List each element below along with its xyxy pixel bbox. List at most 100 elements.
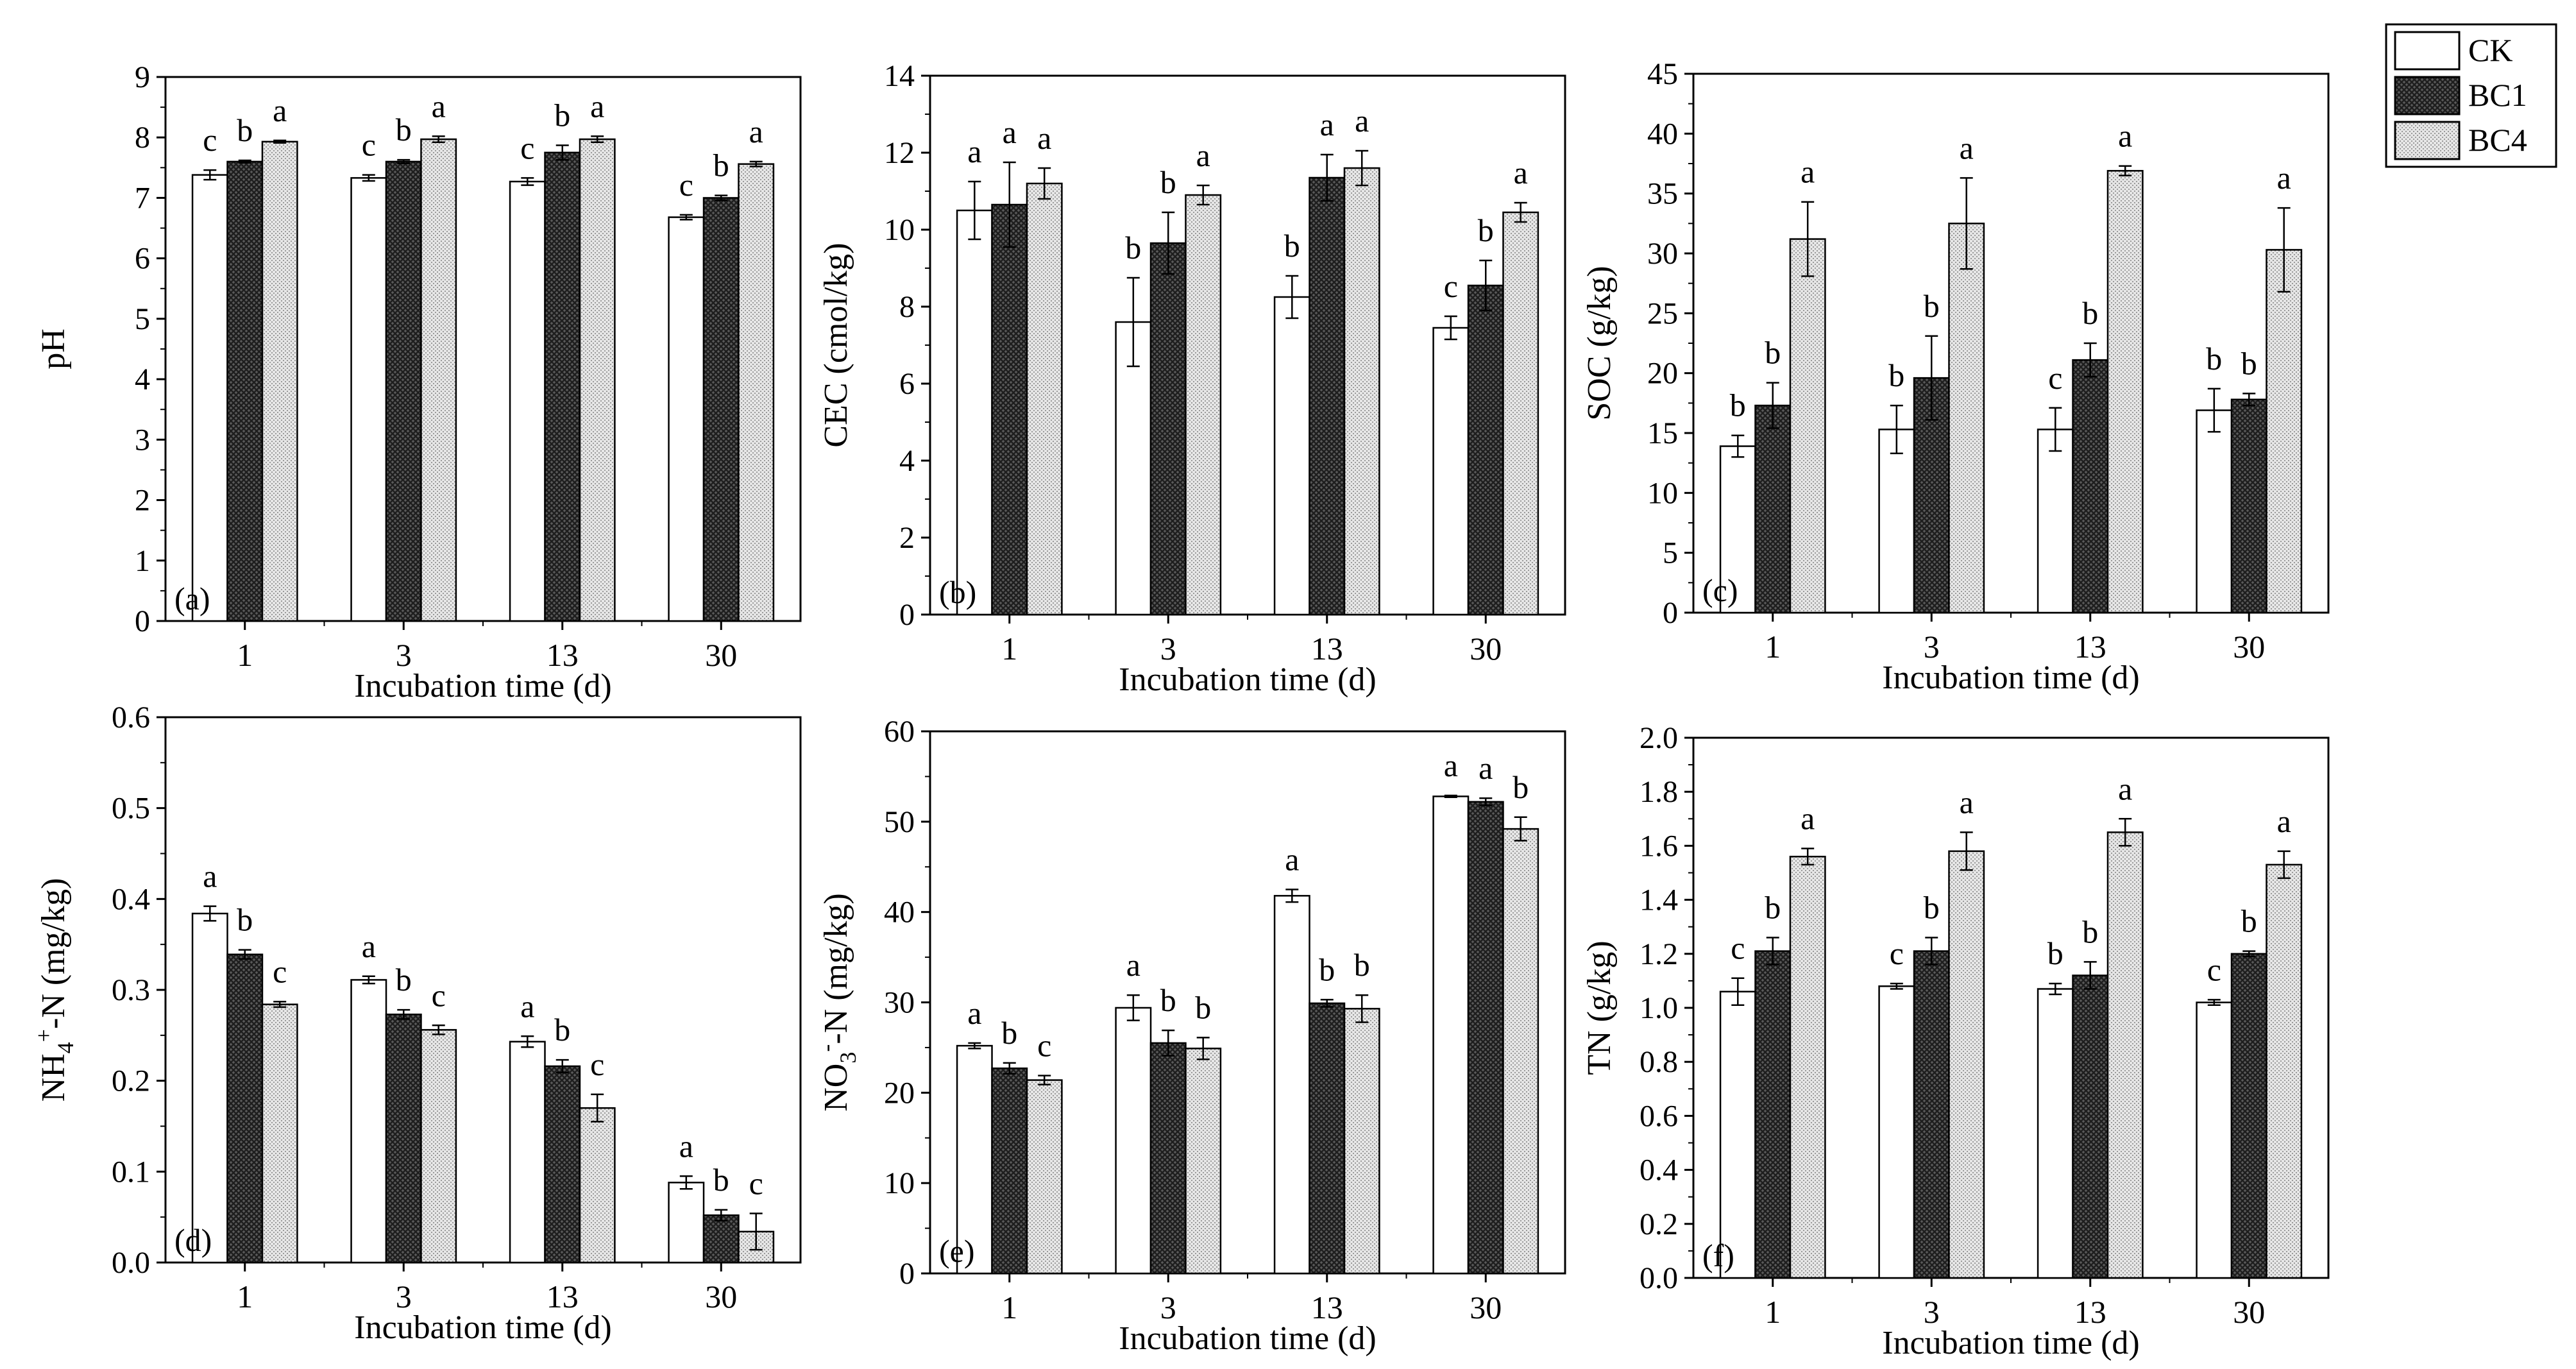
bar-ck <box>668 216 705 622</box>
significance-letter: c <box>273 953 287 989</box>
x-tick-label: 3 <box>396 637 412 673</box>
significance-letter: c <box>2048 360 2062 396</box>
significance-letter: b <box>2241 903 2257 939</box>
bar-bc1 <box>991 203 1028 616</box>
legend-swatch-bc4 <box>2394 121 2461 160</box>
significance-letter: b <box>1125 230 1141 266</box>
y-tick-label: 10 <box>884 1166 915 1200</box>
bar-ck <box>1273 296 1310 616</box>
x-axis-title: Incubation time (d) <box>1119 1320 1376 1357</box>
significance-letter: a <box>1126 947 1140 983</box>
y-tick-label: 1.6 <box>1640 829 1678 863</box>
y-axis-title: pH <box>35 328 72 370</box>
y-tick-label: 0 <box>135 604 150 638</box>
y-tick-label: 8 <box>135 121 150 155</box>
bar-bc4 <box>1185 194 1222 616</box>
significance-letter: a <box>520 988 534 1024</box>
bar-bc4 <box>579 1107 616 1264</box>
significance-letter: a <box>1960 130 1974 166</box>
y-tick-label: 15 <box>1647 416 1678 450</box>
bar-bc1 <box>1754 404 1792 614</box>
x-tick-label: 13 <box>2074 629 2106 665</box>
panel-label: (a) <box>174 581 210 616</box>
significance-letter: a <box>1003 114 1017 150</box>
x-tick-label: 13 <box>2074 1294 2106 1330</box>
x-tick-label: 3 <box>1160 631 1176 667</box>
bar-ck <box>509 1041 546 1264</box>
significance-letter: a <box>2118 770 2132 806</box>
y-tick-label: 0.3 <box>112 973 150 1007</box>
bar-ck <box>1273 895 1310 1275</box>
significance-letter: c <box>203 122 217 158</box>
x-tick-label: 13 <box>1311 1289 1343 1325</box>
significance-letter: b <box>1160 164 1176 200</box>
x-axis-title: Incubation time (d) <box>354 1309 611 1346</box>
x-axis-title: Incubation time (d) <box>354 668 611 704</box>
bar-bc4 <box>1789 855 1826 1279</box>
significance-letter: a <box>1037 120 1051 156</box>
panel-label: (d) <box>174 1222 212 1258</box>
y-tick-label: 60 <box>884 715 915 749</box>
bar-ck <box>350 177 387 622</box>
y-tick-label: 30 <box>884 986 915 1020</box>
y-tick-label: 0 <box>899 598 915 632</box>
significance-letter: a <box>432 88 446 124</box>
bar-bc1 <box>385 1014 422 1264</box>
y-tick-label: 50 <box>884 805 915 839</box>
significance-letter: b <box>713 148 729 183</box>
y-axis-title: CEC (cmol/kg) <box>818 242 854 447</box>
significance-letter: b <box>1513 769 1529 805</box>
y-axis-title: TN (g/kg) <box>1581 940 1618 1075</box>
x-tick-label: 30 <box>2233 1294 2265 1330</box>
y-tick-label: 1.4 <box>1640 883 1678 917</box>
bar-bc4 <box>1502 211 1539 616</box>
y-tick-label: 10 <box>1647 476 1678 510</box>
y-tick-label: 4 <box>135 362 150 396</box>
panel-label: (e) <box>939 1233 975 1269</box>
legend-swatch-bc1 <box>2394 76 2461 115</box>
significance-letter: a <box>2277 160 2291 196</box>
bar-bc1 <box>385 160 422 622</box>
significance-letter: b <box>2082 914 2098 949</box>
y-tick-label: 0.8 <box>1640 1045 1678 1079</box>
y-tick-label: 35 <box>1647 177 1678 211</box>
significance-letter: a <box>1320 106 1334 142</box>
y-tick-label: 1 <box>135 544 150 578</box>
x-tick-label: 3 <box>1924 1294 1940 1330</box>
bar-bc4 <box>261 140 298 622</box>
y-axis-title: NO3--N (mg/kg) <box>813 893 861 1112</box>
bar-bc4 <box>2106 831 2144 1279</box>
legend: CK BC1 BC4 <box>2385 23 2557 168</box>
x-tick-label: 30 <box>705 1279 737 1314</box>
bar-bc1 <box>226 160 264 622</box>
significance-letter: b <box>1001 1015 1017 1051</box>
bar-bc1 <box>1467 284 1504 616</box>
bar-bc4 <box>1185 1048 1222 1275</box>
bar-ck <box>956 209 993 616</box>
bar-ck <box>2037 988 2074 1279</box>
significance-letter: c <box>2207 951 2221 987</box>
y-tick-label: 40 <box>1647 117 1678 151</box>
y-tick-label: 0 <box>1663 596 1678 630</box>
bar-bc4 <box>2106 169 2144 614</box>
significance-letter: b <box>1765 890 1781 926</box>
x-tick-label: 30 <box>2233 629 2265 665</box>
bar-ck <box>191 912 228 1264</box>
significance-letter: b <box>1478 212 1494 248</box>
significance-letter: b <box>2206 341 2222 377</box>
significance-letter: c <box>1890 935 1904 971</box>
significance-letter: c <box>749 1166 763 1202</box>
significance-letter: b <box>237 112 253 148</box>
bar-bc1 <box>544 1065 581 1264</box>
x-tick-label: 1 <box>237 1279 253 1314</box>
bar-ck <box>2196 1001 2233 1279</box>
bar-ck <box>350 979 387 1264</box>
bar-bc1 <box>1149 1042 1187 1275</box>
significance-letter: b <box>554 97 570 133</box>
significance-letter: a <box>590 88 604 124</box>
significance-letter: b <box>713 1162 729 1198</box>
bar-bc4 <box>261 1003 298 1264</box>
significance-letter: c <box>432 977 446 1013</box>
